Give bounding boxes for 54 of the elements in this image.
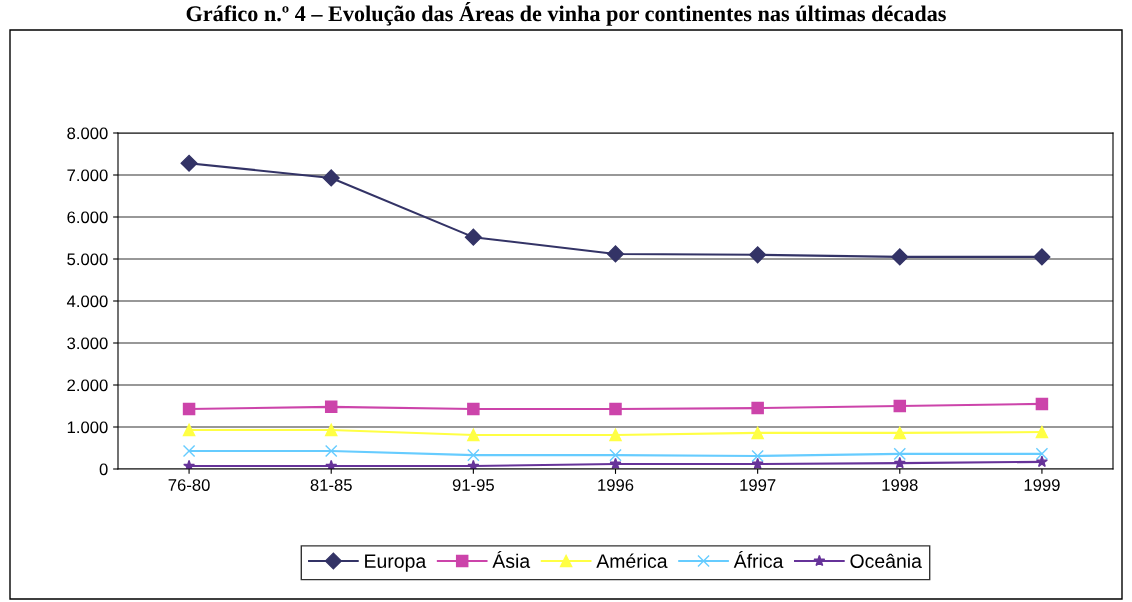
point [464, 228, 482, 246]
point [324, 423, 338, 437]
y-tick-label: 0 [99, 463, 108, 476]
point [893, 399, 907, 413]
point [322, 169, 340, 187]
point [893, 456, 906, 469]
point [609, 457, 622, 469]
point [751, 401, 764, 415]
y-tick-label: 5.000 [67, 253, 108, 266]
point [751, 449, 764, 463]
y-tick-label: 2.000 [67, 379, 108, 392]
point [182, 402, 196, 416]
y-tick-label: 1.000 [67, 421, 108, 434]
point [751, 426, 764, 440]
point [182, 423, 196, 437]
y-tick-label: 3.000 [67, 337, 108, 350]
legend-label: Europa [365, 554, 427, 572]
point [1035, 425, 1049, 439]
point [467, 402, 480, 416]
x-tick-label: 81-85 [310, 479, 352, 491]
y-tick-label: 8.000 [67, 127, 108, 140]
point [609, 402, 622, 416]
point [1033, 248, 1051, 266]
point [891, 248, 909, 266]
legend-label: Ásia [492, 550, 531, 568]
x-tick-label: 1998 [882, 479, 918, 491]
point [1035, 455, 1048, 468]
point [325, 459, 338, 469]
point [1035, 447, 1049, 461]
x-tick-label: 1996 [598, 479, 634, 491]
point [180, 154, 198, 172]
x-tick-label: 76-80 [168, 479, 210, 491]
point [324, 444, 338, 458]
chart-title: Gráfico n.º 4 – Evolução das Áreas de vinha por continentes nas últimas décadas [186, 2, 946, 26]
legend-label: Oceânia [850, 553, 922, 568]
point [606, 245, 625, 263]
point [749, 246, 767, 264]
x-tick-label: 1999 [1024, 479, 1060, 491]
point [893, 426, 907, 440]
y-tick-label: 4.000 [66, 295, 108, 308]
legend-label: América [596, 553, 668, 568]
y-tick-label: 7.000 [67, 169, 108, 182]
point [324, 400, 338, 414]
point [182, 444, 196, 458]
legend-label: África [733, 550, 784, 568]
x-tick-label: 91-95 [452, 479, 494, 491]
point [893, 447, 907, 461]
point [609, 428, 622, 442]
point [1035, 397, 1049, 411]
point [467, 448, 480, 462]
point [467, 428, 480, 442]
y-tick-label: 6.000 [67, 211, 108, 224]
point [609, 448, 622, 462]
x-tick-label: 1997 [740, 479, 776, 491]
